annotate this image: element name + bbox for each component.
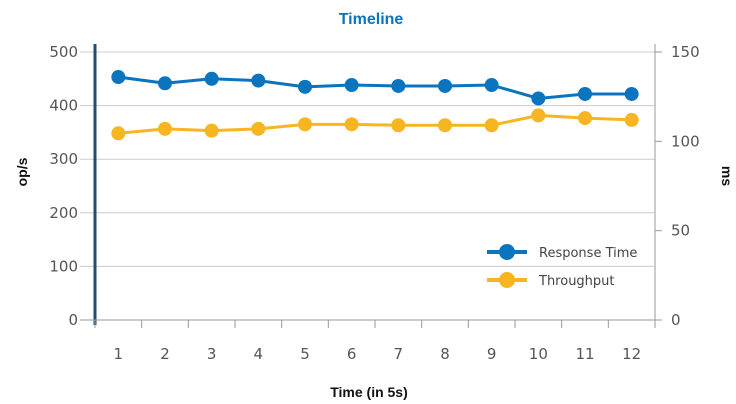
x-tick-label: 2 [160, 345, 170, 363]
data-point [298, 117, 312, 132]
data-point [624, 86, 639, 101]
data-point [158, 121, 172, 136]
x-tick-label: 3 [207, 345, 217, 363]
series-layer [111, 70, 639, 141]
y-left-tick-label: 400 [49, 97, 78, 115]
data-point [484, 118, 499, 133]
data-point [391, 78, 406, 93]
data-point [624, 112, 639, 127]
y-axis-left-label: op/s [14, 157, 30, 186]
x-axis-label: Time (in 5s) [330, 384, 408, 400]
data-point [438, 78, 452, 93]
data-point [111, 70, 126, 85]
x-tick-label: 6 [347, 345, 357, 363]
data-point [438, 118, 452, 133]
data-point [391, 118, 406, 133]
chart-title: Timeline [339, 11, 404, 28]
legend-swatch-marker [499, 244, 515, 260]
data-point [298, 79, 312, 94]
data-point [578, 111, 592, 126]
x-axis: 1 2 3 4 5 6 7 8 9 10 11 12 [80, 319, 656, 363]
x-tick-label: 1 [114, 345, 124, 363]
y-right-tick-label: 100 [671, 132, 700, 150]
y-right-tick-label: 0 [671, 311, 681, 329]
y-left-tick-label: 200 [49, 204, 78, 222]
x-tick-label: 11 [575, 345, 594, 363]
legend-label: Response Time [539, 246, 637, 261]
y-left-tick-label: 0 [68, 311, 78, 329]
data-point [204, 71, 219, 86]
y-left-tick-label: 300 [49, 150, 78, 168]
data-point [204, 123, 219, 138]
data-point [111, 126, 126, 141]
data-point [251, 121, 266, 136]
data-point [484, 78, 499, 93]
y-left-tick-label: 100 [49, 257, 78, 275]
legend-label: Throughput [538, 274, 615, 289]
data-point [158, 76, 172, 91]
data-point [251, 73, 266, 88]
legend-swatch-marker [499, 272, 515, 288]
y-axis-right-label: ms [719, 166, 735, 186]
x-tick-label: 8 [440, 345, 450, 363]
x-tick-label: 12 [622, 345, 641, 363]
data-point [578, 86, 592, 101]
data-point [344, 78, 359, 93]
y-left-tick-label: 500 [49, 43, 78, 61]
left-axis: 0 100 200 300 400 500 [49, 43, 97, 329]
x-tick-label: 9 [487, 345, 497, 363]
data-point [531, 108, 546, 123]
series-line-throughput [118, 113, 632, 135]
x-tick-label: 10 [529, 345, 548, 363]
data-point [344, 117, 359, 132]
legend: Response Time Throughput [487, 244, 637, 289]
x-tick-label: 5 [300, 345, 310, 363]
grid-lines [80, 51, 655, 267]
y-right-tick-label: 50 [671, 222, 690, 240]
x-tick-label: 7 [394, 345, 404, 363]
series-line-response-time [118, 75, 632, 100]
right-axis: 0 50 100 150 [654, 43, 700, 329]
data-point [531, 91, 546, 106]
y-right-tick-label: 150 [671, 43, 700, 61]
x-tick-label: 4 [254, 345, 264, 363]
